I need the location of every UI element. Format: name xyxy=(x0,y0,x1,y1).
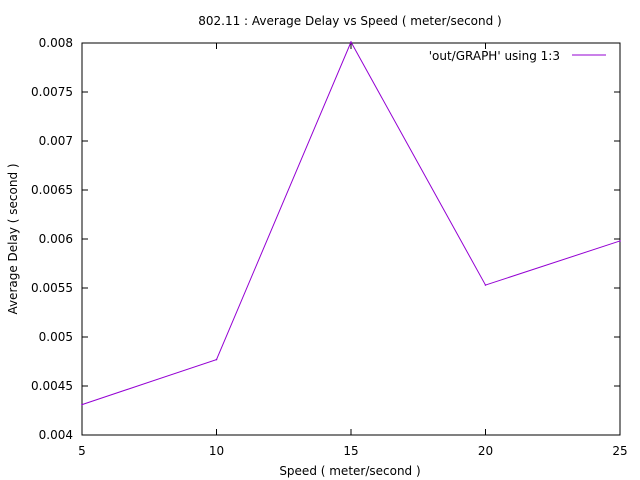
x-axis-ticks: 5 10 15 20 25 xyxy=(78,43,628,458)
y-tick-label: 0.007 xyxy=(39,134,73,148)
series-layer xyxy=(81,40,621,406)
data-point xyxy=(215,358,218,361)
plot-frame xyxy=(81,42,621,436)
x-tick-label: 15 xyxy=(343,444,358,458)
y-tick-label: 0.0055 xyxy=(31,281,73,295)
y-tick-label: 0.008 xyxy=(39,36,73,50)
y-tick-label: 0.0045 xyxy=(31,379,73,393)
x-axis-label: Speed ( meter/second ) xyxy=(279,464,420,478)
y-tick-label: 0.006 xyxy=(39,232,73,246)
data-point xyxy=(350,41,352,43)
data-point xyxy=(619,240,621,242)
chart-title: 802.11 : Average Delay vs Speed ( meter/… xyxy=(198,14,502,28)
y-tick-label: 0.0075 xyxy=(31,85,73,99)
series-line xyxy=(81,40,621,406)
y-axis-label: Average Delay ( second ) xyxy=(6,163,20,314)
data-point xyxy=(484,284,487,286)
x-tick-label: 25 xyxy=(612,444,627,458)
legend-label: 'out/GRAPH' using 1:3 xyxy=(429,49,560,63)
x-tick-label: 5 xyxy=(78,444,86,458)
x-tick-label: 10 xyxy=(209,444,224,458)
y-tick-label: 0.0065 xyxy=(31,183,73,197)
legend: 'out/GRAPH' using 1:3 xyxy=(429,49,606,63)
y-tick-label: 0.004 xyxy=(39,428,73,442)
y-tick-label: 0.005 xyxy=(39,330,73,344)
y-axis-ticks: 0.004 0.0045 0.005 0.0055 0.006 0.0065 0.007 0.… xyxy=(31,36,620,442)
data-point xyxy=(81,403,83,406)
x-tick-label: 20 xyxy=(478,444,493,458)
